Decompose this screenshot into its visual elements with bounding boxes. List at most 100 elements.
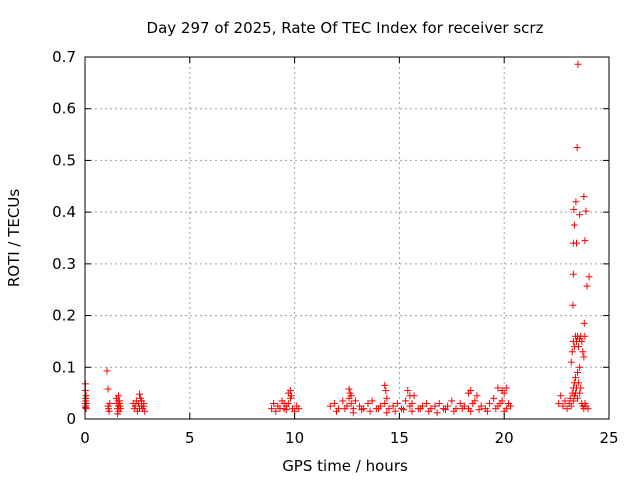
scatter-point — [475, 406, 483, 414]
scatter-point — [570, 206, 578, 214]
scatter-point — [502, 384, 510, 392]
scatter-point — [347, 399, 355, 407]
scatter-point — [349, 409, 357, 417]
scatter-point — [492, 405, 500, 413]
scatter-point — [563, 405, 571, 413]
x-tick-label: 10 — [285, 429, 304, 447]
scatter-point — [345, 385, 353, 393]
scatter-point — [573, 239, 581, 247]
scatter-point — [580, 193, 588, 201]
scatter-point — [473, 392, 481, 400]
scatter-point — [575, 379, 583, 387]
scatter-point — [486, 399, 494, 407]
scatter-point — [570, 221, 578, 229]
scatter-point — [448, 397, 456, 405]
scatter-point — [435, 399, 443, 407]
scatter-point — [406, 392, 414, 400]
scatter-point — [282, 406, 290, 414]
scatter-point — [581, 237, 589, 245]
scatter-point — [135, 390, 143, 398]
scatter-point — [408, 399, 416, 407]
y-tick-label: 0.5 — [52, 151, 76, 169]
scatter-point — [467, 407, 475, 415]
scatter-point — [416, 405, 424, 413]
scatter-point — [585, 273, 593, 281]
scatter-point — [557, 392, 565, 400]
scatter-point — [425, 407, 433, 415]
scatter-point — [339, 397, 347, 405]
scatter-point — [286, 387, 294, 395]
y-tick-label: 0.2 — [52, 307, 76, 325]
scatter-point — [423, 399, 431, 407]
scatter-point — [450, 407, 458, 415]
scatter-point — [341, 405, 349, 413]
y-axis-title: ROTI / TECUs — [5, 189, 23, 287]
scatter-point — [444, 402, 452, 410]
scatter-point — [333, 407, 341, 415]
scatter-point — [571, 374, 579, 382]
scatter-point — [116, 397, 124, 405]
scatter-point — [270, 399, 278, 407]
scatter-point — [580, 319, 588, 327]
scatter-point — [391, 407, 399, 415]
scatter-point — [364, 399, 372, 407]
x-tick-label: 0 — [80, 429, 90, 447]
scatter-point — [580, 353, 588, 361]
scatter-point — [393, 399, 401, 407]
y-tick-label: 0 — [66, 410, 76, 428]
scatter-point — [272, 407, 280, 415]
scatter-point — [117, 405, 125, 413]
scatter-point — [431, 402, 439, 410]
scatter-point — [280, 399, 288, 407]
scatter-point — [408, 407, 416, 415]
scatter-point — [456, 399, 464, 407]
scatter-point — [404, 387, 412, 395]
scatter-point — [402, 397, 410, 405]
scatter-point — [383, 394, 391, 402]
scatter-point — [569, 301, 577, 309]
scatter-point — [483, 407, 491, 415]
scatter-point — [326, 402, 334, 410]
scatter-point — [579, 348, 587, 356]
scatter-point — [582, 207, 590, 215]
axis-ticks: 0 5 10 15 20 25 0 0.1 0.2 0.3 0.4 0.5 0.6 0.7 — [52, 48, 618, 447]
scatter-point — [572, 198, 580, 206]
scatter-point — [584, 405, 592, 413]
data-marks — [81, 60, 593, 418]
scatter-point — [581, 332, 589, 340]
scatter-point — [442, 406, 450, 414]
scatter-point — [573, 144, 581, 151]
scatter-point — [578, 337, 586, 345]
scatter-point — [140, 402, 148, 410]
x-tick-label: 15 — [390, 429, 409, 447]
scatter-point — [381, 399, 389, 407]
scatter-point — [389, 402, 397, 410]
y-tick-label: 0.3 — [52, 255, 76, 273]
scatter-point — [381, 381, 389, 389]
scatter-point — [141, 407, 149, 415]
x-tick-label: 20 — [495, 429, 514, 447]
scatter-point — [471, 397, 479, 405]
scatter-point — [82, 392, 90, 400]
scatter-point — [104, 385, 112, 393]
scatter-point — [574, 368, 582, 376]
scatter-point — [268, 405, 276, 413]
scatter-point — [433, 409, 441, 417]
scatter-point — [368, 397, 376, 405]
scatter-point — [82, 399, 90, 407]
scatter-point — [138, 397, 146, 405]
scatter-point — [567, 358, 575, 366]
scatter-point — [374, 405, 382, 413]
scatter-point — [576, 211, 584, 219]
scatter-point — [400, 406, 408, 414]
scatter-point — [458, 405, 466, 413]
scatter-point — [559, 402, 567, 410]
scatter-point — [477, 402, 485, 410]
scatter-point — [358, 406, 366, 414]
scatter-point — [561, 397, 569, 405]
scatter-point — [103, 367, 111, 375]
x-axis-title: GPS time / hours — [282, 457, 408, 475]
scatter-point — [383, 409, 391, 417]
scatter-point — [574, 394, 582, 402]
scatter-point — [106, 399, 114, 407]
